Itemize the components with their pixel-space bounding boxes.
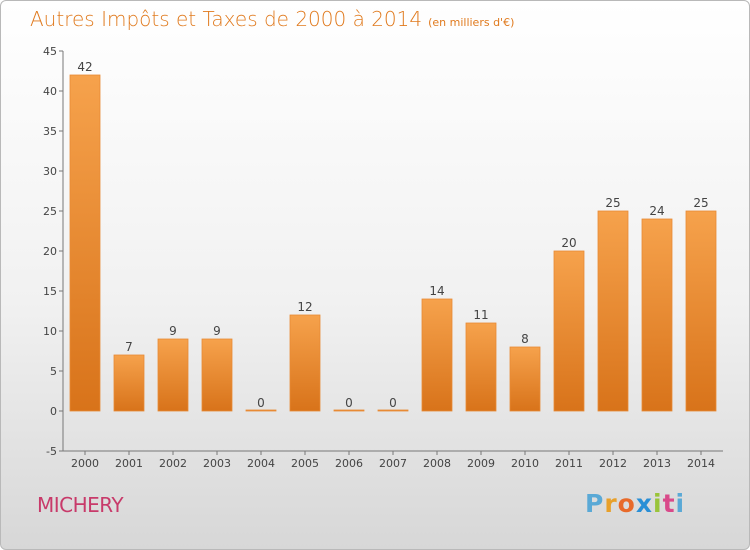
bar-2000 (69, 74, 101, 412)
bar-2003 (201, 338, 233, 412)
x-tick-label: 2000 (71, 457, 99, 470)
bar-2014 (685, 210, 717, 412)
bar-2004 (245, 409, 277, 412)
x-tick-label: 2005 (291, 457, 319, 470)
data-label-2008: 14 (429, 284, 444, 298)
x-tick-label: 2008 (423, 457, 451, 470)
x-tick-label: 2002 (159, 457, 187, 470)
bar-2009 (465, 322, 497, 412)
bar-2007 (377, 409, 409, 412)
y-tick-label: 5 (50, 365, 57, 378)
proxiti-logo: Proxiti (585, 489, 685, 518)
y-tick-label: 0 (50, 405, 57, 418)
x-axis-ticks: 2000 2001 2002 2003 2004 2005 2006 2007 2008 2009… (71, 451, 715, 470)
data-label-2011: 20 (561, 236, 576, 250)
bar-2006 (333, 409, 365, 412)
y-tick-label: 20 (43, 245, 57, 258)
commune-name: MICHERY (37, 493, 124, 517)
x-tick-label: 2009 (467, 457, 495, 470)
x-tick-label: 2007 (379, 457, 407, 470)
data-label-2005: 12 (297, 300, 312, 314)
y-tick-label: 40 (43, 85, 57, 98)
y-tick-label: 25 (43, 205, 57, 218)
x-tick-label: 2010 (511, 457, 539, 470)
logo-letter: x (635, 489, 653, 518)
data-label-2003: 9 (213, 324, 221, 338)
bar-2011 (553, 250, 585, 412)
data-label-2002: 9 (169, 324, 177, 338)
data-label-2004: 0 (257, 396, 265, 410)
bar-2008 (421, 298, 453, 412)
logo-letter: P (585, 489, 605, 518)
x-tick-label: 2006 (335, 457, 363, 470)
x-tick-label: 2012 (599, 457, 627, 470)
logo-letter: o (617, 489, 636, 518)
data-label-2006: 0 (345, 396, 353, 410)
bar-2010 (509, 346, 541, 412)
x-tick-label: 2001 (115, 457, 143, 470)
data-label-2010: 8 (521, 332, 529, 346)
data-label-2000: 42 (77, 60, 92, 74)
data-label-2013: 24 (649, 204, 664, 218)
data-label-2012: 25 (605, 196, 620, 210)
x-tick-label: 2011 (555, 457, 583, 470)
x-tick-label: 2014 (687, 457, 715, 470)
chart-title-main: Autres Impôts et Taxes de 2000 à 2014 (30, 7, 423, 31)
y-axis-ticks: -5 0 5 10 15 20 25 30 35 40 45 (43, 45, 63, 458)
bars-group: 42 7 9 9 0 12 0 0 14 11 8 20 25 24 25 (69, 60, 717, 412)
bar-2013 (641, 218, 673, 412)
data-label-2001: 7 (125, 340, 133, 354)
bar-2012 (597, 210, 629, 412)
y-tick-label: 35 (43, 125, 57, 138)
x-tick-label: 2003 (203, 457, 231, 470)
logo-letter: t (662, 489, 676, 518)
logo-letter: i (675, 489, 686, 518)
data-label-2009: 11 (473, 308, 488, 322)
y-tick-label: 30 (43, 165, 57, 178)
x-tick-label: 2004 (247, 457, 275, 470)
data-label-2014: 25 (693, 196, 708, 210)
logo-letter: r (604, 489, 618, 518)
chart-title: Autres Impôts et Taxes de 2000 à 2014 (en… (30, 7, 514, 31)
y-tick-label: 15 (43, 285, 57, 298)
bar-2005 (289, 314, 321, 412)
data-label-2007: 0 (389, 396, 397, 410)
bar-2002 (157, 338, 189, 412)
bar-2001 (113, 354, 145, 412)
chart-title-unit: (en milliers d'€) (428, 16, 515, 29)
y-tick-label: 45 (43, 45, 57, 58)
y-tick-label: -5 (46, 445, 57, 458)
x-tick-label: 2013 (643, 457, 671, 470)
y-tick-label: 10 (43, 325, 57, 338)
logo-letter: i (653, 489, 663, 518)
